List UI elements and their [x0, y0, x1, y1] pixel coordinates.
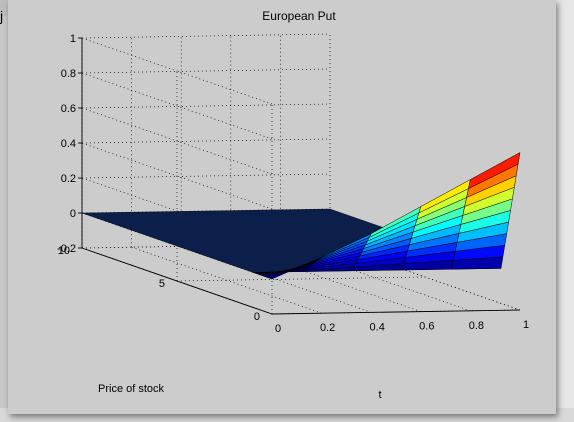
surface-patch — [468, 152, 521, 189]
x-tick-label: 0.6 — [419, 321, 434, 333]
y-tick-label: 5 — [159, 278, 165, 290]
figure-window[interactable]: -0.2 0 0.2 0.4 0.6 0.8 1 0 5 10 0 0.2 0.4 0.6 0.8 1 Eur… — [8, 0, 556, 414]
grid-line — [280, 244, 471, 312]
z-tick-label: 0.8 — [61, 68, 76, 80]
x-tick-label: 0.8 — [469, 320, 484, 332]
grid-line — [176, 276, 426, 282]
grid-line — [81, 177, 273, 245]
x-tick-label: 0.4 — [370, 321, 385, 333]
surface-mesh — [81, 152, 521, 280]
z-tick-label: 0.2 — [61, 173, 76, 185]
grid-line — [81, 103, 331, 109]
grid-line — [81, 33, 331, 39]
axes-box — [81, 38, 521, 315]
y-tick-label: 0 — [254, 311, 260, 323]
x-axis-label: t — [378, 389, 381, 401]
grid-line — [81, 68, 331, 74]
x-tick-label: 0.2 — [320, 322, 335, 334]
y-axis-label: Price of stock — [98, 383, 165, 395]
z-tick-label: 1 — [70, 33, 76, 45]
window-fragment-text: j — [0, 8, 4, 24]
z-tick-label: 0.4 — [61, 138, 76, 150]
x-tick-label: 1 — [523, 319, 529, 331]
grid-line — [81, 37, 273, 105]
grid-line — [81, 138, 331, 144]
chart-title: European Put — [262, 9, 336, 23]
grid-line — [81, 107, 273, 175]
grid-line — [271, 309, 521, 315]
grid-line — [81, 173, 331, 179]
z-tick-label: 0 — [70, 208, 76, 220]
grid-line — [81, 142, 273, 210]
grid-line — [181, 246, 372, 313]
z-tick-label: 0.6 — [61, 103, 76, 115]
x-tick-label: 0 — [275, 323, 281, 335]
grid-line — [131, 246, 322, 314]
grid-line — [81, 72, 273, 140]
z-tick-label: -0.2 — [57, 243, 76, 255]
y-tick-label: 10 — [58, 245, 70, 257]
grid-lines — [81, 33, 521, 315]
background-right — [556, 0, 574, 422]
